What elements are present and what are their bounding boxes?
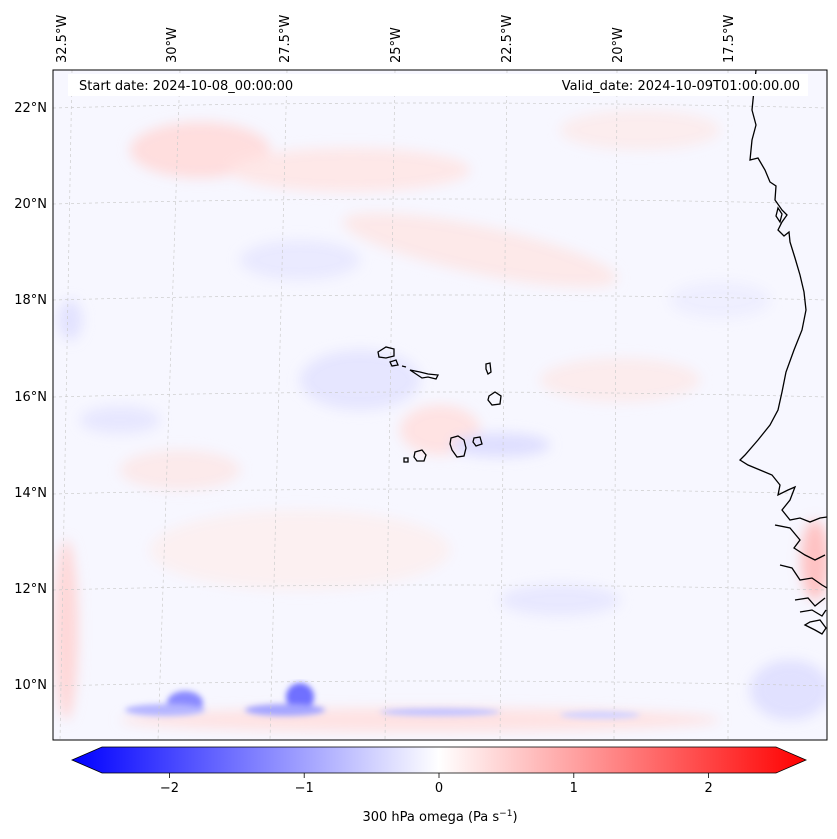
omega-field-anomalies — [54, 110, 827, 732]
colorbar-tick-label: 1 — [570, 781, 578, 796]
lon-label: 25°W — [389, 27, 404, 63]
lat-label: 10°N — [14, 678, 47, 693]
colorbar-tick-label: 2 — [704, 781, 712, 796]
sao-vicente — [389, 359, 399, 367]
lon-label: 32.5°W — [55, 15, 70, 63]
lat-label: 18°N — [14, 293, 47, 308]
coastline — [738, 70, 827, 635]
colorbar-ticks: −2 −1 0 1 2 — [160, 773, 713, 796]
valid-date: Valid_date: 2024-10-09T01:00:00.00 — [562, 79, 800, 94]
colorbar-tick-label: 0 — [435, 781, 443, 796]
strong-omega-streaks — [125, 683, 640, 719]
sao-nicolau — [409, 369, 440, 380]
lat-label: 12°N — [14, 582, 47, 597]
lat-label: 20°N — [14, 197, 47, 212]
lon-label: 17.5°W — [722, 15, 737, 63]
lon-label: 22.5°W — [500, 15, 515, 63]
fogo — [413, 449, 427, 462]
colorbar: −2 −1 0 1 2 300 hPa omega (Pa s−1) — [70, 746, 808, 825]
map-panel: Start date: 2024-10-08_00:00:00 Valid_da… — [53, 70, 827, 740]
lat-label: 22°N — [14, 101, 47, 116]
lon-label: 27.5°W — [278, 15, 293, 63]
colorbar-bar — [70, 746, 808, 774]
start-date: Start date: 2024-10-08_00:00:00 — [79, 79, 293, 94]
longitude-labels: 32.5°W 30°W 27.5°W 25°W 22.5°W 20°W 17.5… — [55, 15, 737, 63]
brava — [403, 457, 409, 463]
graticule — [53, 70, 827, 740]
lon-label: 20°W — [611, 27, 626, 63]
colorbar-tick-label: −2 — [160, 781, 179, 796]
santiago — [449, 435, 467, 458]
colorbar-tick-label: −1 — [295, 781, 314, 796]
sal — [485, 362, 492, 375]
lat-label: 14°N — [14, 486, 47, 501]
lat-label: 16°N — [14, 390, 47, 405]
santo-antao — [377, 346, 395, 359]
cabo-verde-islands — [377, 346, 502, 463]
west-africa-coast — [738, 70, 827, 523]
header-strip — [68, 74, 808, 96]
colorbar-label: 300 hPa omega (Pa s−1) — [362, 809, 517, 825]
map-frame — [52, 69, 828, 741]
boa-vista — [487, 391, 502, 406]
latitude-labels: 22°N 20°N 18°N 16°N 14°N 12°N 10°N — [14, 101, 47, 693]
lon-label: 30°W — [165, 27, 180, 63]
maio — [472, 436, 483, 447]
